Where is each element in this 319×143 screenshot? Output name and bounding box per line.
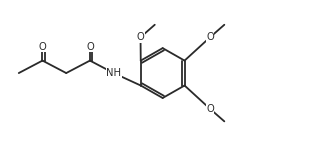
Text: NH: NH: [106, 68, 121, 78]
Text: O: O: [206, 32, 214, 42]
Text: O: O: [137, 32, 145, 42]
Text: O: O: [206, 104, 214, 114]
Text: O: O: [86, 42, 94, 52]
Text: O: O: [39, 42, 46, 52]
